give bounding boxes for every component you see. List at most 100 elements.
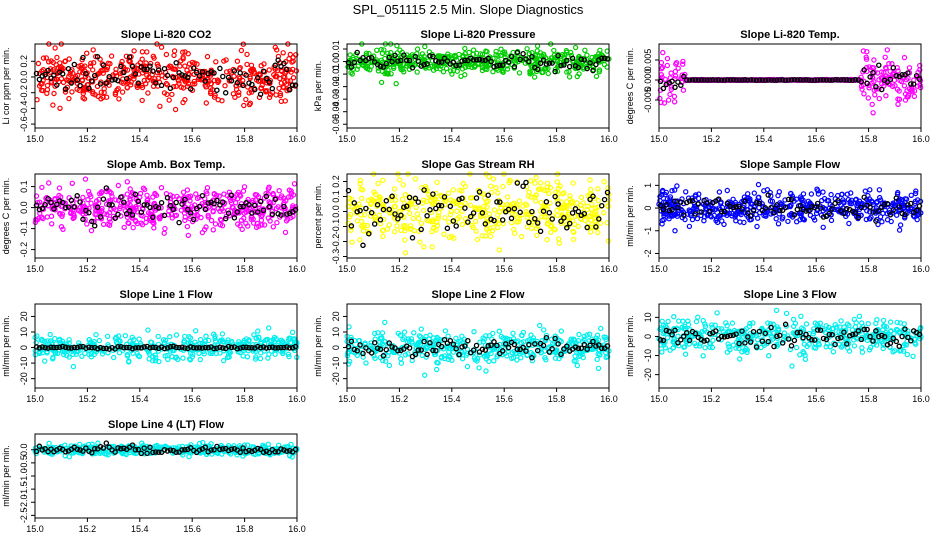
- data-point: [747, 77, 754, 83]
- data-point: [737, 356, 743, 362]
- y-tick-label: -20: [19, 372, 29, 385]
- data-point: [44, 82, 51, 89]
- data-point: [427, 207, 433, 213]
- data-point: [859, 86, 865, 92]
- data-point: [864, 49, 870, 55]
- data-point: [532, 180, 538, 186]
- panel-title: Slope Li-820 CO2: [121, 29, 211, 41]
- data-point: [180, 54, 186, 61]
- data-point: [768, 77, 774, 83]
- data-point: [207, 90, 214, 97]
- data-point: [202, 78, 209, 84]
- data-point: [569, 55, 576, 62]
- data-point: [538, 199, 544, 206]
- data-point: [454, 208, 460, 214]
- data-point: [121, 69, 127, 76]
- data-point: [397, 47, 403, 53]
- data-point: [413, 204, 419, 211]
- data-point: [187, 66, 194, 72]
- data-point: [598, 325, 604, 332]
- data-point: [514, 49, 521, 56]
- data-point: [487, 55, 493, 62]
- y-tick-label: -20: [331, 372, 341, 385]
- data-point: [601, 55, 608, 62]
- data-point: [84, 221, 90, 227]
- data-point: [593, 61, 599, 68]
- data-point: [526, 341, 532, 348]
- data-point: [182, 96, 188, 103]
- data-point: [680, 87, 687, 93]
- x-tick-label: 15.8: [548, 134, 566, 144]
- data-point: [158, 44, 165, 50]
- black-points: [345, 49, 611, 75]
- data-point: [246, 201, 252, 208]
- y-tick-label: -0.6: [19, 116, 29, 132]
- data-point: [755, 181, 762, 188]
- data-point: [401, 329, 408, 335]
- data-point: [154, 61, 161, 67]
- data-point: [861, 67, 867, 73]
- data-point: [132, 71, 139, 77]
- data-point: [692, 77, 699, 83]
- data-point: [59, 71, 66, 77]
- data-point: [44, 214, 51, 220]
- data-point: [555, 201, 561, 207]
- data-point: [438, 59, 445, 65]
- data-point: [806, 77, 812, 83]
- data-point: [467, 202, 474, 208]
- y-tick-label: -2: [643, 249, 653, 257]
- data-point: [782, 77, 789, 83]
- data-point: [276, 85, 282, 92]
- panel-title: Slope Sample Flow: [740, 159, 841, 171]
- data-point: [57, 60, 63, 66]
- data-point: [36, 76, 43, 83]
- data-point: [87, 63, 94, 69]
- data-point: [394, 223, 400, 229]
- data-point: [287, 51, 293, 58]
- data-point: [901, 54, 908, 61]
- data-point: [578, 56, 585, 62]
- data-point: [349, 239, 355, 245]
- data-point: [144, 49, 150, 55]
- data-point: [78, 62, 84, 69]
- data-point: [377, 63, 384, 70]
- data-point: [597, 220, 604, 226]
- data-point: [190, 65, 197, 71]
- data-point: [524, 46, 530, 52]
- data-point: [707, 208, 713, 215]
- data-point: [724, 77, 731, 83]
- data-point: [43, 55, 50, 61]
- y-axis-label: degrees C per min.: [625, 48, 635, 125]
- data-point: [155, 333, 161, 340]
- data-point: [587, 177, 593, 183]
- data-point: [462, 200, 469, 206]
- data-point: [446, 219, 452, 225]
- data-point: [869, 101, 875, 108]
- data-point: [793, 344, 800, 351]
- data-point: [870, 110, 876, 116]
- data-point: [199, 69, 206, 75]
- y-tick-label: 0.1: [19, 180, 29, 193]
- data-point: [70, 363, 77, 370]
- data-point: [883, 92, 889, 99]
- data-point: [58, 223, 65, 230]
- data-point: [404, 52, 410, 58]
- data-point: [876, 95, 883, 102]
- data-point: [502, 54, 508, 61]
- data-point: [115, 77, 121, 84]
- data-point: [838, 318, 844, 324]
- data-point: [698, 77, 704, 83]
- data-point: [80, 88, 87, 94]
- data-point: [564, 57, 570, 64]
- x-tick-label: 15.8: [548, 264, 566, 274]
- data-point: [158, 184, 165, 191]
- data-point: [51, 90, 57, 97]
- data-point: [449, 71, 455, 77]
- data-point: [395, 58, 401, 64]
- data-point: [574, 73, 581, 80]
- data-point: [46, 180, 52, 186]
- data-point: [883, 64, 889, 71]
- data-point: [483, 48, 489, 54]
- data-point: [180, 85, 187, 91]
- data-point: [208, 69, 214, 75]
